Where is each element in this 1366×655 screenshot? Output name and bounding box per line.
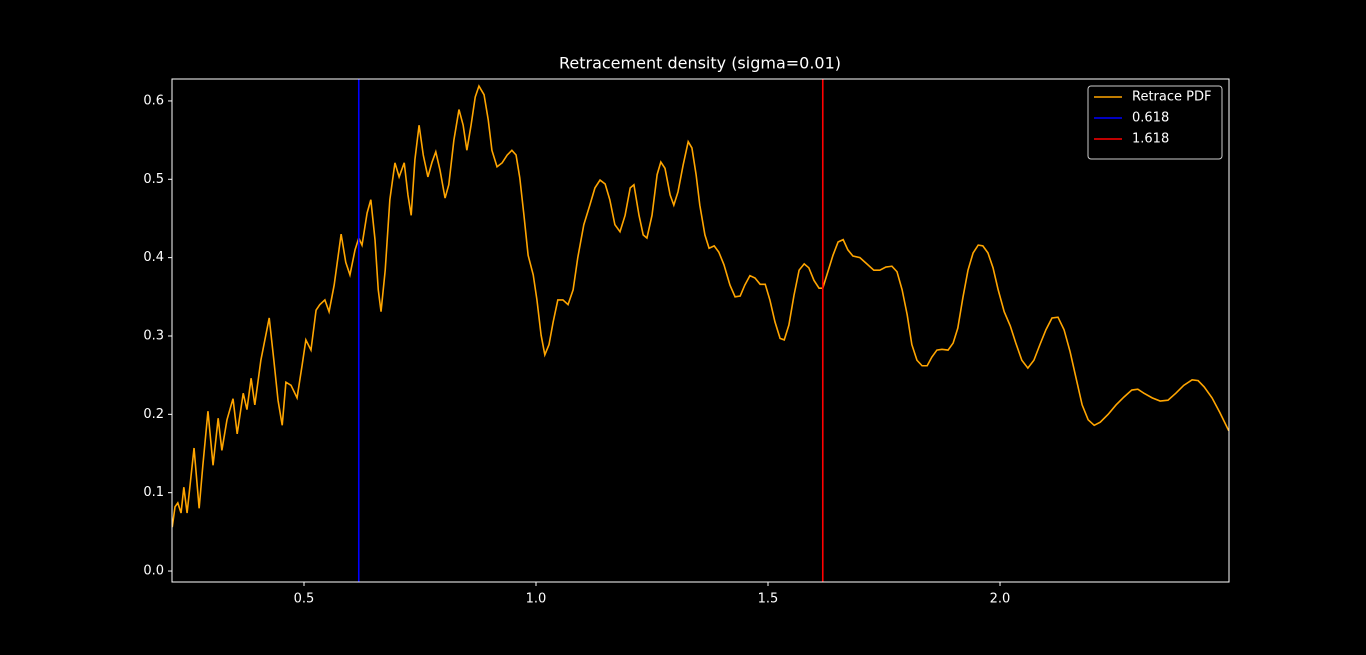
x-tick-label: 1.5 — [758, 592, 779, 607]
plot-area — [172, 79, 1229, 582]
y-tick-label: 0.3 — [143, 328, 164, 343]
y-tick-label: 0.2 — [143, 407, 164, 422]
chart-title: Retracement density (sigma=0.01) — [559, 54, 841, 73]
legend-label: Retrace PDF — [1132, 90, 1211, 105]
x-tick-label: 0.5 — [294, 592, 315, 607]
legend-label: 1.618 — [1132, 132, 1169, 147]
y-tick-label: 0.4 — [143, 250, 164, 265]
data-line — [172, 84, 1229, 528]
x-tick-label: 2.0 — [990, 592, 1011, 607]
y-tick-label: 0.6 — [143, 93, 164, 108]
x-tick-label: 1.0 — [526, 592, 547, 607]
legend-box — [1087, 85, 1223, 160]
y-tick-label: 0.1 — [143, 485, 164, 500]
legend-label: 0.618 — [1132, 111, 1169, 126]
y-tick-label: 0.5 — [143, 172, 164, 187]
y-tick-label: 0.0 — [143, 564, 164, 579]
axes-frame — [171, 78, 1230, 583]
